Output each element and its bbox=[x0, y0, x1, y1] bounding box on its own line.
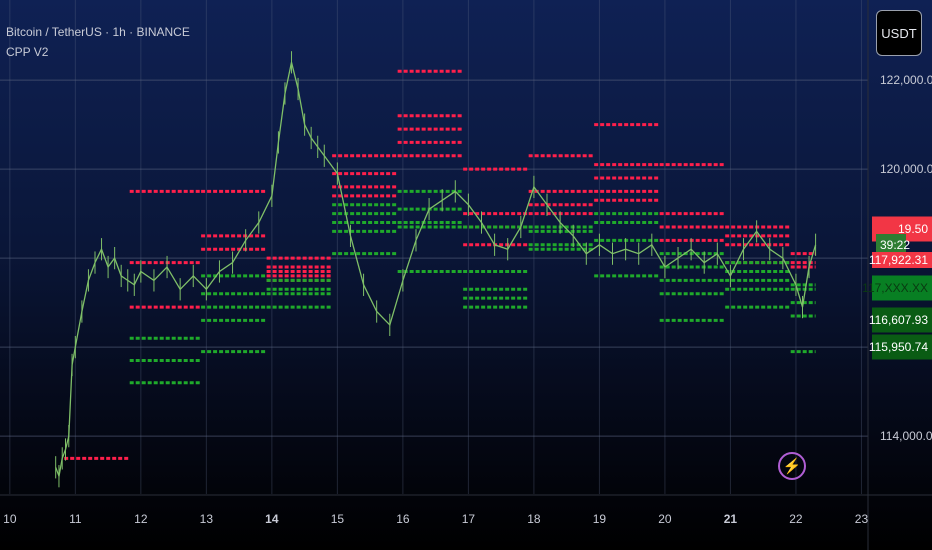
x-tick-label: 15 bbox=[331, 512, 345, 526]
x-tick-label: 16 bbox=[396, 512, 410, 526]
x-tick-label: 13 bbox=[200, 512, 214, 526]
price-tag bbox=[872, 307, 932, 333]
price-tag-text: 117,XXX.XX bbox=[862, 281, 928, 295]
indicator-name[interactable]: CPP V2 bbox=[6, 45, 49, 59]
x-tick-label: 10 bbox=[3, 512, 17, 526]
x-tick-label: 23 bbox=[855, 512, 869, 526]
price-series-line bbox=[55, 62, 817, 479]
currency-scale-button[interactable]: USDT bbox=[876, 10, 922, 56]
price-tag-text: 116,607.93 bbox=[869, 313, 928, 327]
x-tick-label: 19 bbox=[593, 512, 607, 526]
price-tag bbox=[872, 275, 932, 301]
y-tick-label: 114,000.00 bbox=[880, 429, 932, 443]
countdown-tag bbox=[876, 234, 906, 254]
x-tick-label: 22 bbox=[789, 512, 803, 526]
symbol-title: Bitcoin / TetherUS · 1h · BINANCE bbox=[6, 25, 190, 39]
x-tick-label: 14 bbox=[265, 512, 279, 526]
price-tag bbox=[872, 334, 932, 360]
x-tick-label: 21 bbox=[724, 512, 738, 526]
countdown-text: 39:22 bbox=[880, 238, 910, 252]
price-tag-text: 19.50 bbox=[898, 222, 928, 236]
x-tick-label: 11 bbox=[69, 512, 82, 526]
x-tick-label: 18 bbox=[527, 512, 541, 526]
currency-label: USDT bbox=[881, 25, 917, 41]
lightning-icon[interactable]: ⚡ bbox=[778, 452, 806, 480]
x-tick-label: 12 bbox=[134, 512, 148, 526]
chart-legend: Bitcoin / TetherUS · 1h · BINANCE CPP V2 bbox=[6, 22, 190, 62]
y-tick-label: 120,000.00 bbox=[880, 162, 932, 176]
x-tick-label: 20 bbox=[658, 512, 672, 526]
price-tag bbox=[872, 252, 932, 268]
price-tag-text: 117,922.31 bbox=[869, 253, 928, 267]
x-tick-label: 17 bbox=[462, 512, 476, 526]
price-tag-text: 115,950.74 bbox=[869, 340, 928, 354]
y-tick-label: 122,000.00 bbox=[880, 73, 932, 87]
